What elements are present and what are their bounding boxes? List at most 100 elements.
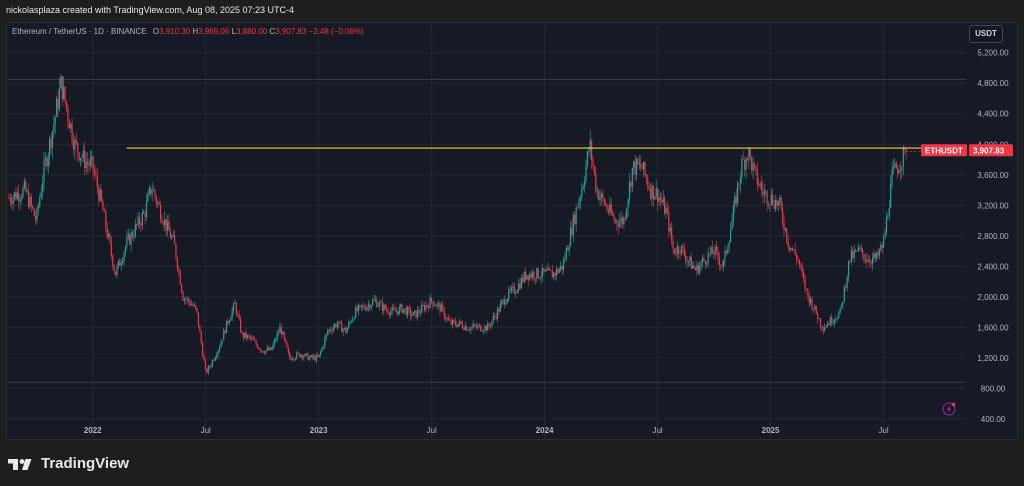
- grid-lines: [8, 26, 966, 438]
- candle-body: [895, 163, 897, 169]
- time-axis[interactable]: 2022 Jul 2023 Jul 2024 Jul 2025 Jul: [84, 426, 889, 435]
- candle-body: [247, 335, 249, 339]
- candle-body: [623, 217, 625, 225]
- footer-bar: [0, 441, 1024, 486]
- candle-body: [595, 173, 597, 192]
- candle-body: [415, 310, 417, 318]
- candle-body: [416, 310, 419, 318]
- candle-body: [652, 185, 654, 200]
- candle-body: [812, 309, 815, 311]
- candle-body: [348, 322, 350, 329]
- tradingview-logo[interactable]: TradingView: [8, 455, 129, 472]
- candle-body: [397, 311, 399, 315]
- candle-body: [107, 233, 110, 237]
- candle-body: [758, 184, 760, 186]
- x-tick-label: 2022: [84, 426, 102, 435]
- candle-body: [515, 292, 517, 294]
- candle-body: [193, 305, 195, 307]
- candle-body: [596, 190, 598, 192]
- x-tick-label: Jul: [878, 426, 888, 435]
- candle-body: [370, 305, 372, 309]
- candle-body: [268, 347, 270, 351]
- candle-body: [390, 311, 392, 316]
- candle-body: [612, 213, 614, 216]
- candle-body: [439, 303, 441, 312]
- candle-body: [888, 208, 890, 217]
- candle-body: [543, 267, 545, 272]
- candle-body: [277, 332, 280, 334]
- lightning-icon[interactable]: [942, 402, 956, 416]
- candle-body: [494, 316, 496, 317]
- legend-symbol: Ethereum / TetherUS · 1D · BINANCE: [12, 27, 147, 36]
- candle-body: [635, 158, 638, 175]
- candle-body: [606, 204, 608, 210]
- candle-body: [859, 247, 861, 249]
- candle-body: [843, 286, 845, 302]
- candle-body: [421, 304, 423, 313]
- candle-body: [884, 232, 886, 239]
- candle-body: [571, 227, 573, 235]
- candle-body: [651, 185, 653, 199]
- candle-body: [617, 224, 619, 227]
- candle-body: [668, 211, 670, 232]
- candle-body: [122, 260, 124, 263]
- candle-body: [460, 321, 462, 324]
- candle-body: [634, 160, 636, 175]
- candle-body: [400, 304, 402, 307]
- candle-body: [165, 219, 167, 231]
- candle-body: [532, 272, 534, 278]
- candle-body: [426, 305, 428, 306]
- candle-body: [534, 278, 537, 280]
- candle-body: [846, 276, 848, 288]
- candle-body: [669, 227, 671, 232]
- legend-open: 3,910.30: [159, 27, 191, 36]
- candle-body: [675, 253, 677, 255]
- candle-body: [558, 269, 560, 273]
- candle-body: [308, 357, 310, 360]
- candle-body: [880, 244, 882, 251]
- candle-body: [117, 260, 120, 267]
- candle-body: [179, 271, 181, 285]
- candle-body: [106, 227, 108, 237]
- candle-body: [481, 330, 483, 332]
- last-price-tag: ETHUSDT 3,907.83: [921, 144, 1013, 157]
- candle-body: [869, 260, 871, 263]
- candle-body: [644, 162, 646, 175]
- candle-body: [557, 268, 559, 273]
- candle-body: [63, 86, 65, 100]
- price-tag-symbol: ETHUSDT: [925, 146, 963, 155]
- candle-body: [428, 305, 430, 309]
- candle-body: [188, 298, 190, 302]
- candle-body: [232, 303, 235, 311]
- price-axis[interactable]: 400.00 800.00 1,200.00 1,600.00 2,000.00 2,40…: [977, 49, 1009, 424]
- candle-body: [749, 149, 751, 157]
- tradingview-logo-icon: [8, 458, 32, 470]
- candle-body: [791, 248, 793, 250]
- candle-body: [520, 277, 523, 289]
- candle-body: [585, 165, 587, 182]
- candle-body: [418, 310, 420, 313]
- y-tick-label: 3,200.00: [977, 201, 1009, 210]
- candle-body: [161, 219, 163, 223]
- candle-body: [671, 227, 673, 241]
- candle-body: [352, 318, 354, 322]
- candle-body: [697, 264, 699, 274]
- candle-body: [159, 204, 162, 220]
- candle-body: [686, 260, 688, 262]
- candle-body: [796, 254, 798, 260]
- candle-body: [776, 199, 778, 206]
- candle-body: [244, 332, 246, 338]
- candle-body: [537, 268, 539, 278]
- candle-body: [678, 246, 680, 254]
- candle-body: [44, 158, 47, 161]
- candle-body: [760, 183, 763, 190]
- currency-badge[interactable]: USDT: [969, 25, 1003, 43]
- candle-body: [284, 338, 287, 343]
- candle-body: [755, 166, 757, 170]
- candle-body: [773, 204, 775, 209]
- candle-body: [561, 265, 563, 270]
- candle-body: [722, 260, 725, 267]
- candle-body: [147, 193, 149, 202]
- y-tick-label: 1,600.00: [977, 323, 1009, 332]
